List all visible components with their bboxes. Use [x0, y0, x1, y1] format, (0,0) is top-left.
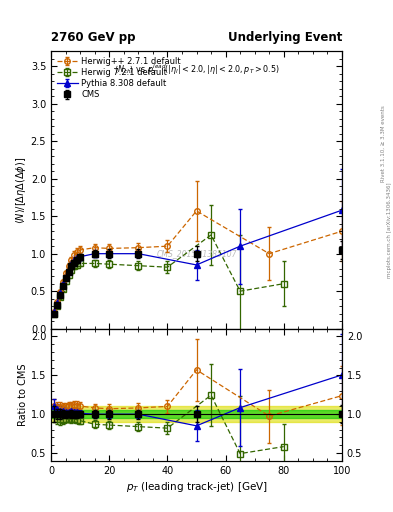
Y-axis label: Ratio to CMS: Ratio to CMS: [18, 364, 28, 426]
Text: Underlying Event: Underlying Event: [228, 31, 342, 44]
Text: mcplots.cern.ch [arXiv:1306.3436]: mcplots.cern.ch [arXiv:1306.3436]: [387, 183, 391, 278]
Bar: [51, 407, 342, 422]
Legend: Herwig++ 2.7.1 default, Herwig 7.2.1 default, Pythia 8.308 default, CMS: Herwig++ 2.7.1 default, Herwig 7.2.1 def…: [53, 54, 184, 102]
Text: CMS_2015_I1385107: CMS_2015_I1385107: [156, 249, 237, 258]
Bar: [51, 410, 342, 418]
Text: $\langle N_{ch}\rangle$ vs $p_T^{lead}(|\eta_l|<2.0, |\eta|<2.0, p_T>0.5)$: $\langle N_{ch}\rangle$ vs $p_T^{lead}(|…: [114, 62, 279, 77]
Text: Rivet 3.1.10, ≥ 3.3M events: Rivet 3.1.10, ≥ 3.3M events: [381, 105, 386, 182]
Y-axis label: $\langle N\rangle/[\Delta\eta\Delta(\Delta\phi)]$: $\langle N\rangle/[\Delta\eta\Delta(\Del…: [14, 156, 28, 224]
Text: 2760 GeV pp: 2760 GeV pp: [51, 31, 136, 44]
X-axis label: $p_T$ (leading track-jet) [GeV]: $p_T$ (leading track-jet) [GeV]: [125, 480, 268, 494]
